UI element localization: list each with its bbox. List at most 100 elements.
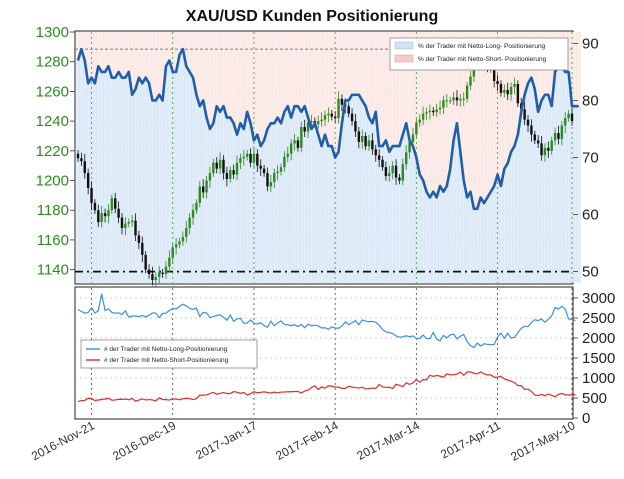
bg-long-bar [262,140,267,283]
bg-short-bar [387,32,392,152]
candle-body [333,116,337,119]
bg-long-bar [99,71,104,283]
candle-body [195,202,198,211]
candle-body [293,140,296,144]
x-tick-label: 2016-Dec-19 [110,418,178,463]
candle-body [147,269,151,275]
bg-long-bar [269,123,273,283]
bg-short-bar [421,32,426,181]
candle-body [350,113,354,122]
candle-body [567,113,570,119]
candle-body [110,198,114,211]
right-tick-label: 60 [582,207,599,224]
candle-body [330,113,333,117]
candle-body [374,149,377,156]
candle-body [276,171,279,174]
bg-long-bar [478,197,483,283]
lower-tick-label: 0 [582,410,590,427]
candle-body [222,159,225,174]
bg-short-bar [418,32,422,175]
candle-body [547,147,550,151]
candle-body [137,235,141,243]
candle-body [300,127,303,148]
bg-short-bar [323,32,328,135]
bg-long-bar [499,186,504,283]
candle-body [262,168,266,174]
bg-long-bar [336,151,341,283]
left-tick-label: 1280 [36,54,69,71]
bg-long-bar [367,117,372,284]
bg-long-bar [509,151,514,283]
candle-body [432,110,435,113]
bg-short-bar [384,32,388,141]
candle-body [86,173,90,188]
bg-short-bar [478,32,483,198]
candle-body [509,86,513,95]
x-axis-labels: 2016-Nov-21 2016-Dec-19 2017-Jan-17 2017-Fe… [29,418,578,464]
bg-long-bar [492,186,497,283]
bg-short-bar [330,32,334,147]
bg-long-bar [384,140,388,283]
bg-long-bar [462,180,466,283]
bg-long-bar [465,197,470,283]
candle-body [120,217,124,229]
candle-body [134,220,137,236]
bg-long-bar [357,94,361,283]
bg-long-bar [279,123,284,283]
bg-short-bar [150,32,155,101]
candle-body [469,76,472,86]
candle-body [158,272,161,278]
bg-short-bar [462,32,466,181]
candle-body [421,113,425,120]
left-tick-label: 1220 [36,143,69,160]
bg-short-bar [309,32,314,129]
candle-body [141,242,144,255]
bg-short-bar [374,32,378,112]
bg-long-bar [282,111,287,283]
lower-axis-ticks: 0 500 1000 1500 2000 2500 3000 [573,290,615,427]
bg-long-bar [502,168,507,283]
left-axis-ticks: 1140 1160 1180 1200 1220 1240 1260 1280 1300 [36,24,75,279]
candle-body [286,153,289,157]
candle-body [273,173,276,183]
bg-long-bar [414,157,419,283]
bg-long-bar [343,100,348,283]
lower-tick-label: 1000 [582,370,615,387]
bg-short-bar [492,32,497,187]
left-tick-label: 1260 [36,83,69,100]
bg-short-bar [255,32,260,135]
bg-long-bar [330,146,334,283]
left-tick-label: 1300 [36,24,69,41]
bg-short-bar [292,32,297,107]
candle-body [327,113,330,116]
candle-body [394,165,398,178]
bg-short-bar [353,32,358,95]
x-tick-label: 2017-Apr-11 [438,418,503,461]
bg-long-bar [123,77,128,284]
bg-short-bar [194,32,199,95]
candle-body [100,213,103,223]
candle-body [401,164,405,181]
lower-tick-label: 3000 [582,290,615,307]
candle-body [530,125,533,135]
bg-long-bar [231,123,236,283]
candle-body [354,121,357,132]
candle-body [384,167,388,177]
candle-body [428,110,432,113]
lower-legend-label-short: # der Trader mit Netto-Short-Positionier… [104,357,229,364]
x-tick-label: 2017-Mar-14 [355,418,423,463]
bg-long-bar [424,191,429,283]
candle-body [411,134,415,142]
bg-long-bar [472,208,476,283]
chart-title: XAU/USD Kunden Positionierung [186,8,438,25]
bg-long-bar [434,197,439,283]
candle-body [124,223,127,229]
candle-body [208,173,212,181]
bg-long-bar [428,197,432,283]
lower-tick-label: 2000 [582,330,615,347]
bg-long-bar [150,100,155,283]
lower-legend: # der Trader mit Netto-Long-Positionieru… [80,339,258,369]
bg-short-bar [346,32,351,101]
candle-body [269,182,273,187]
